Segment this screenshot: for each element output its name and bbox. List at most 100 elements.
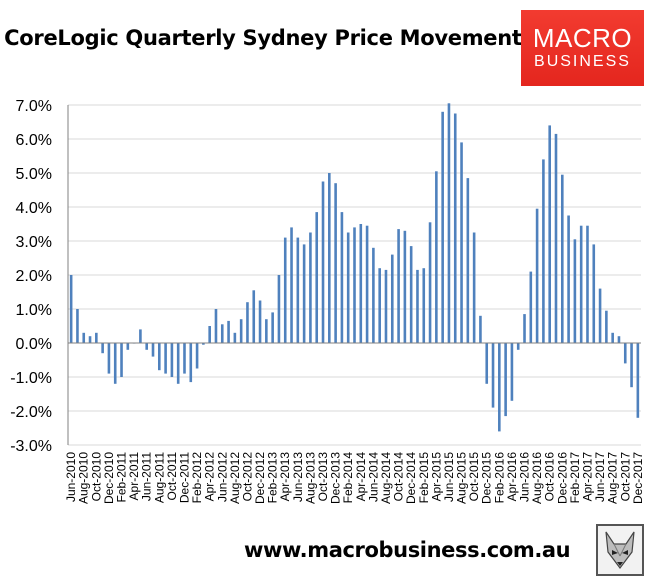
bar [567,215,570,343]
chart-gridlines [68,104,641,446]
bar [428,222,432,343]
x-tick-label: Dec-2011 [177,452,191,503]
bar [101,343,104,354]
bar [214,309,218,343]
bar [113,343,117,384]
bar [176,343,180,384]
x-tick-label: Dec-2013 [329,452,343,504]
bar [636,343,640,418]
bar [271,312,274,343]
bar [435,171,438,343]
bar [485,343,489,384]
bar [409,246,413,343]
x-tick-label: Aug-2013 [303,452,317,504]
x-tick-label: Dec-2012 [253,452,267,504]
bar [107,343,111,374]
x-tick-label: Apr-2014 [354,452,368,502]
bar [69,275,73,343]
y-tick-label: 5.0% [16,166,52,183]
bar [542,159,545,343]
bar [466,178,470,343]
macrobusiness-logo: MACRO BUSINESS [521,10,644,86]
bar [623,343,627,364]
bar [617,336,621,343]
bar [158,343,161,371]
bar [416,269,419,343]
bar [82,332,86,343]
x-tick-label: Feb-2014 [341,452,355,504]
y-tick-label: 0.0% [16,336,52,353]
x-tick-label: Feb-2012 [190,452,204,504]
chart-title: CoreLogic Quarterly Sydney Price Movemen… [4,26,534,50]
y-tick-label: 6.0% [16,132,52,149]
bar [592,244,596,343]
bar [472,232,476,343]
bar [321,181,325,343]
bar [548,125,551,344]
bar [277,275,281,343]
bar [560,174,564,343]
bar [233,332,237,343]
bar [441,111,444,343]
bar [390,254,394,343]
x-tick-label: Aug-2016 [530,452,544,504]
x-tick-label: Oct-2012 [240,452,254,502]
x-tick-label: Oct-2013 [316,452,330,502]
bar [378,268,381,343]
fox-mascot-icon [596,524,644,576]
x-tick-label: Oct-2016 [543,452,557,502]
bar [76,309,79,343]
bar [290,227,293,343]
bar [195,343,199,369]
x-tick-label: Feb-2016 [492,452,506,504]
x-tick-label: Aug-2011 [152,452,166,503]
bar [422,268,426,343]
y-tick-label: -2.0% [10,404,52,421]
bar [573,239,577,343]
bar [510,343,514,401]
y-tick-label: 2.0% [16,268,52,285]
bar [397,229,400,343]
bar [126,343,130,350]
bar [151,343,155,357]
bar [479,315,482,343]
bar [359,224,363,343]
x-tick-label: Jun-2012 [215,452,229,502]
bar [309,232,312,343]
x-tick-label: Jun-2013 [291,452,305,502]
x-axis-tick-labels: Jun-2010Aug-2010Oct-2010Dec-2010Feb-2011… [64,452,645,504]
bar [447,103,451,343]
x-tick-label: Oct-2014 [392,452,406,502]
x-tick-label: Oct-2015 [467,452,481,502]
x-tick-label: Dec-2016 [555,452,569,504]
bar [630,343,633,388]
bar [491,343,495,408]
logo-text-macro: MACRO [532,23,633,53]
bar [529,271,533,343]
bar [252,290,256,343]
bar [365,225,369,343]
bar [460,142,463,343]
bar [120,343,123,377]
bar [403,230,407,343]
bar [139,329,142,343]
x-tick-label: Aug-2017 [606,452,620,504]
bar [183,343,186,374]
x-tick-label: Apr-2015 [429,452,443,502]
y-tick-label: -3.0% [10,438,52,455]
bar [296,237,300,343]
x-tick-label: Dec-2014 [404,452,418,504]
logo-text-business: BUSINESS [534,53,631,70]
x-tick-label: Jun-2015 [442,452,456,502]
bar [170,343,174,377]
x-tick-label: Jun-2010 [64,452,78,502]
bar [372,247,375,343]
bar [353,227,356,343]
x-tick-label: Feb-2013 [266,452,280,504]
x-tick-label: Jun-2011 [140,452,154,501]
y-axis-tick-labels: 7.0% 6.0% 5.0% 4.0% 3.0% 2.0% 1.0% 0.0% -1.0% -2.… [10,98,52,455]
x-tick-label: Jun-2014 [366,452,380,502]
x-tick-label: Feb-2015 [417,452,431,504]
bar [302,244,306,343]
footer-url: www.macrobusiness.com.au [244,538,571,562]
